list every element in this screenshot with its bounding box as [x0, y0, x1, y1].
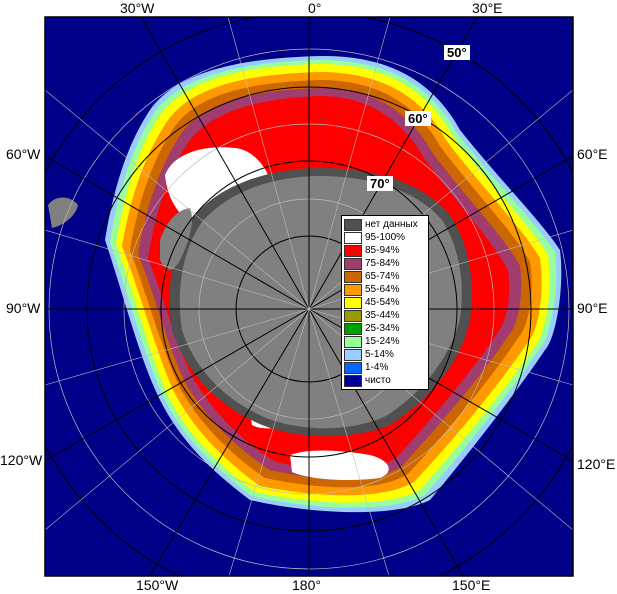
legend-swatch	[344, 218, 362, 231]
legend-swatch	[344, 374, 362, 387]
legend-item: 1-4%	[344, 361, 428, 374]
legend-swatch	[344, 257, 362, 270]
legend-item: 25-34%	[344, 322, 428, 335]
legend-item: нет данных	[344, 218, 428, 231]
lon-label-90e: 90°E	[577, 300, 608, 316]
legend-label: 75-84%	[365, 257, 400, 269]
legend-item: 5-14%	[344, 348, 428, 361]
antarctic-peninsula	[160, 208, 192, 270]
legend-label: 45-54%	[365, 296, 400, 308]
legend-item: чисто	[344, 374, 428, 387]
legend-swatch	[344, 348, 362, 361]
legend-item: 65-74%	[344, 270, 428, 283]
lon-label-60e: 60°E	[577, 146, 608, 162]
lon-label-120e: 120°E	[577, 456, 616, 472]
lon-label-150e: 150°E	[452, 577, 491, 593]
legend-label: 5-14%	[365, 348, 394, 360]
map-frame	[44, 16, 574, 577]
legend-swatch	[344, 309, 362, 322]
legend-label: 1-4%	[365, 361, 389, 373]
lon-label-30e-top: 30°E	[472, 0, 503, 16]
legend-item: 75-84%	[344, 257, 428, 270]
legend-label: 25-34%	[365, 322, 400, 334]
lat-label-50: 50°	[444, 45, 470, 60]
legend-swatch	[344, 283, 362, 296]
legend-swatch	[344, 361, 362, 374]
legend-label: 35-44%	[365, 309, 400, 321]
legend-item: 35-44%	[344, 309, 428, 322]
lon-label-0-top: 0°	[308, 0, 322, 16]
legend-label: 65-74%	[365, 270, 400, 282]
legend-label: 85-94%	[365, 244, 400, 256]
lon-label-90w: 90°W	[6, 300, 41, 316]
legend-label: 95-100%	[365, 231, 406, 243]
lon-label-180: 180°	[292, 577, 321, 593]
legend-label: нет данных	[365, 218, 418, 230]
lon-label-150w: 150°W	[136, 577, 179, 593]
legend-item: 55-64%	[344, 283, 428, 296]
legend-item: 95-100%	[344, 231, 428, 244]
legend-item: 85-94%	[344, 244, 428, 257]
ice-zone-95-100-ross	[290, 450, 389, 480]
legend-swatch	[344, 231, 362, 244]
legend-label: 15-24%	[365, 335, 400, 347]
legend-label: чисто	[365, 374, 391, 386]
lon-label-60w: 60°W	[6, 146, 41, 162]
legend-swatch	[344, 270, 362, 283]
legend-label: 55-64%	[365, 283, 400, 295]
lon-label-30w-top: 30°W	[120, 0, 155, 16]
legend-item: 15-24%	[344, 335, 428, 348]
concentration-legend: нет данных 95-100% 85-94% 75-84% 65-74% …	[341, 215, 429, 390]
legend-swatch	[344, 296, 362, 309]
legend-item: 45-54%	[344, 296, 428, 309]
legend-swatch	[344, 244, 362, 257]
legend-swatch	[344, 322, 362, 335]
lat-label-70: 70°	[367, 176, 393, 191]
legend-swatch	[344, 335, 362, 348]
lon-label-120w: 120°W	[0, 452, 43, 468]
lat-label-60: 60°	[405, 111, 431, 126]
